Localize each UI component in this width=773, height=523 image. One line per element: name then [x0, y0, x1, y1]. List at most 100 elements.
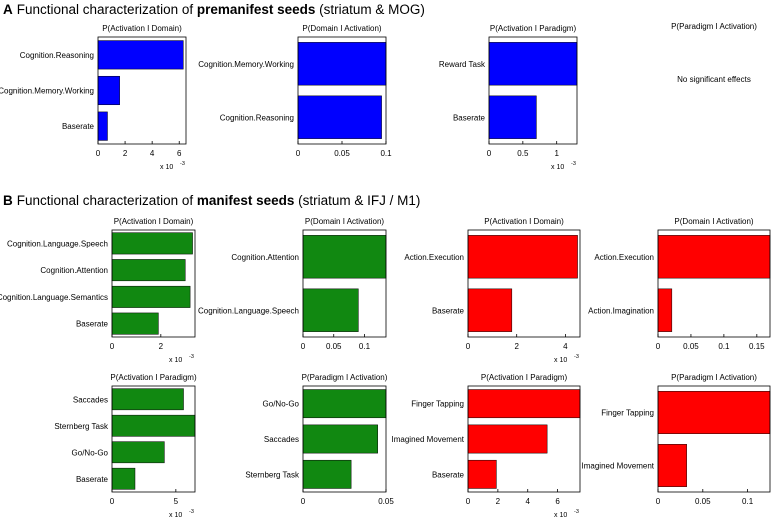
chart-b4-category-label-0: Action.Execution [594, 253, 654, 262]
chart-b8-tick-label-0: 0 [656, 497, 661, 506]
chart-b3-bar-0 [467, 235, 578, 279]
chart-a3-title: P(Activation I Paradigm) [490, 24, 577, 33]
chart-b6-bar-0 [302, 389, 387, 419]
chart-b3-exponent-power: -3 [574, 354, 579, 360]
section-a-letter: A [3, 2, 13, 17]
chart-b2-category-label-0: Cognition.Attention [231, 253, 299, 262]
chart-b1-bar-0 [111, 232, 193, 255]
chart-b7-category-label-0: Finger Tapping [411, 400, 464, 409]
chart-b6-bar-2 [302, 459, 352, 489]
chart-a3-bar-0 [488, 42, 578, 86]
chart-b4-category-label-1: Action.Imagination [588, 306, 654, 315]
empty-panel-title: P(Paradigm I Activation) [671, 22, 757, 31]
chart-b5-category-label-3: Baserate [76, 475, 109, 484]
chart-b6-category-label-1: Saccades [264, 435, 299, 444]
chart-b8-tick-label-1: 0.05 [695, 497, 711, 506]
chart-b5-category-label-1: Sternberg Task [54, 422, 109, 431]
chart-b1-bar-3 [111, 312, 159, 335]
chart-a2-bar-0 [297, 42, 387, 86]
chart-a3-bar-1 [488, 95, 537, 139]
chart-a1-tick-label-2: 4 [150, 149, 155, 158]
chart-b5-exponent: x 10 [169, 512, 182, 519]
chart-b7-bar-2 [467, 459, 497, 489]
section-b-title: B Functional characterization of manifest… [3, 193, 420, 208]
chart-b6-axes-frame [302, 385, 387, 493]
chart-b1-exponent-power: -3 [189, 354, 194, 360]
chart-a1-axes-frame [97, 36, 187, 145]
chart-b1-category-label-1: Cognition.Attention [40, 266, 108, 275]
chart-a3-exponent: x 10 [551, 164, 564, 171]
chart-b4-tick-label-0: 0 [656, 342, 661, 351]
chart-b7-category-label-1: Imagined Movement [392, 435, 465, 444]
chart-b7-title: P(Activation I Paradigm) [481, 373, 568, 382]
section-b-bold: manifest seeds [196, 193, 295, 208]
chart-b3-tick-label-2: 4 [563, 342, 568, 351]
chart-b1-exponent: x 10 [169, 357, 182, 364]
chart-b7-tick-label-1: 2 [496, 497, 501, 506]
chart-b1-bar-2 [111, 285, 191, 308]
chart-b3-title: P(Activation I Domain) [484, 217, 564, 226]
chart-b2-axes-frame [302, 229, 387, 338]
chart-b3-bar-1 [467, 288, 513, 332]
chart-b5-category-label-2: Go/No-Go [72, 448, 109, 457]
section-a-title: A Functional characterization of premanif… [3, 2, 425, 17]
chart-b7-category-label-2: Baserate [432, 470, 465, 479]
chart-a1-category-label-0: Cognition.Reasoning [20, 51, 94, 60]
chart-b8-tick-label-2: 0.1 [742, 497, 754, 506]
chart-b7-exponent: x 10 [554, 512, 567, 519]
chart-b4-axes-frame [657, 229, 771, 338]
chart-b5-title: P(Activation I Paradigm) [110, 373, 197, 382]
chart-a2-category-label-0: Cognition.Memory.Working [198, 60, 294, 69]
chart-b1-category-label-2: Cognition.Language.Semantics [0, 293, 108, 302]
chart-b2-bar-1 [302, 288, 359, 332]
chart-b3-category-label-1: Baserate [432, 306, 465, 315]
chart-b1-title: P(Activation I Domain) [114, 217, 194, 226]
chart-a2-title: P(Domain I Activation) [302, 24, 381, 33]
chart-b4-tick-label-3: 0.15 [749, 342, 765, 351]
section-a-bold: premanifest seeds [196, 2, 316, 17]
chart-b3-tick-label-1: 2 [514, 342, 519, 351]
chart-a2-tick-label-2: 0.1 [380, 149, 392, 158]
chart-b5-bar-2 [111, 441, 165, 464]
chart-b4-tick-label-2: 0.1 [718, 342, 730, 351]
chart-b4-bar-1 [657, 288, 673, 332]
chart-a1-tick-label-0: 0 [96, 149, 101, 158]
chart-a3-category-label-0: Reward Task [439, 60, 486, 69]
chart-a1-bar-0 [97, 40, 184, 70]
chart-b7-bar-1 [467, 424, 548, 454]
chart-b3-tick-label-0: 0 [466, 342, 471, 351]
chart-b8-title: P(Paradigm I Activation) [671, 373, 757, 382]
chart-b5-tick-label-0: 0 [110, 497, 115, 506]
chart-a1-bar-2 [97, 111, 108, 141]
chart-b1-tick-label-0: 0 [110, 342, 115, 351]
chart-b6-title: P(Paradigm I Activation) [302, 373, 388, 382]
chart-b5-tick-label-1: 5 [174, 497, 179, 506]
chart-b4-bar-0 [657, 235, 771, 279]
chart-a1-tick-label-3: 6 [177, 149, 182, 158]
chart-b7-tick-label-3: 6 [555, 497, 560, 506]
chart-a1-exponent-power: -3 [180, 161, 185, 167]
chart-b7-tick-label-2: 4 [526, 497, 531, 506]
chart-b7-exponent-power: -3 [574, 509, 579, 515]
chart-b6-bar-1 [302, 424, 378, 454]
chart-b8-category-label-1: Imagined Movement [582, 462, 655, 471]
chart-a2-tick-label-1: 0.05 [334, 149, 350, 158]
chart-b1-axes-frame [111, 229, 196, 338]
section-b-prefix: Functional characterization of [16, 193, 197, 208]
chart-a1-bar-1 [97, 75, 120, 106]
chart-b5-category-label-0: Saccades [73, 395, 108, 404]
chart-a1-tick-label-1: 2 [123, 149, 128, 158]
chart-b5-axes-frame [111, 385, 196, 493]
chart-a1-category-label-1: Cognition.Memory.Working [0, 87, 94, 96]
chart-b6-category-label-0: Go/No-Go [263, 400, 300, 409]
chart-b2-category-label-1: Cognition.Language.Speech [198, 306, 299, 315]
chart-a3-category-label-1: Baserate [453, 113, 486, 122]
chart-b4-tick-label-1: 0.05 [683, 342, 699, 351]
chart-a1-exponent: x 10 [160, 164, 173, 171]
chart-b8-bar-1 [657, 444, 687, 487]
chart-b2-tick-label-0: 0 [301, 342, 306, 351]
chart-b6-tick-label-0: 0 [301, 497, 306, 506]
chart-b1-category-label-3: Baserate [76, 320, 109, 329]
chart-b1-category-label-0: Cognition.Language.Speech [7, 239, 108, 248]
